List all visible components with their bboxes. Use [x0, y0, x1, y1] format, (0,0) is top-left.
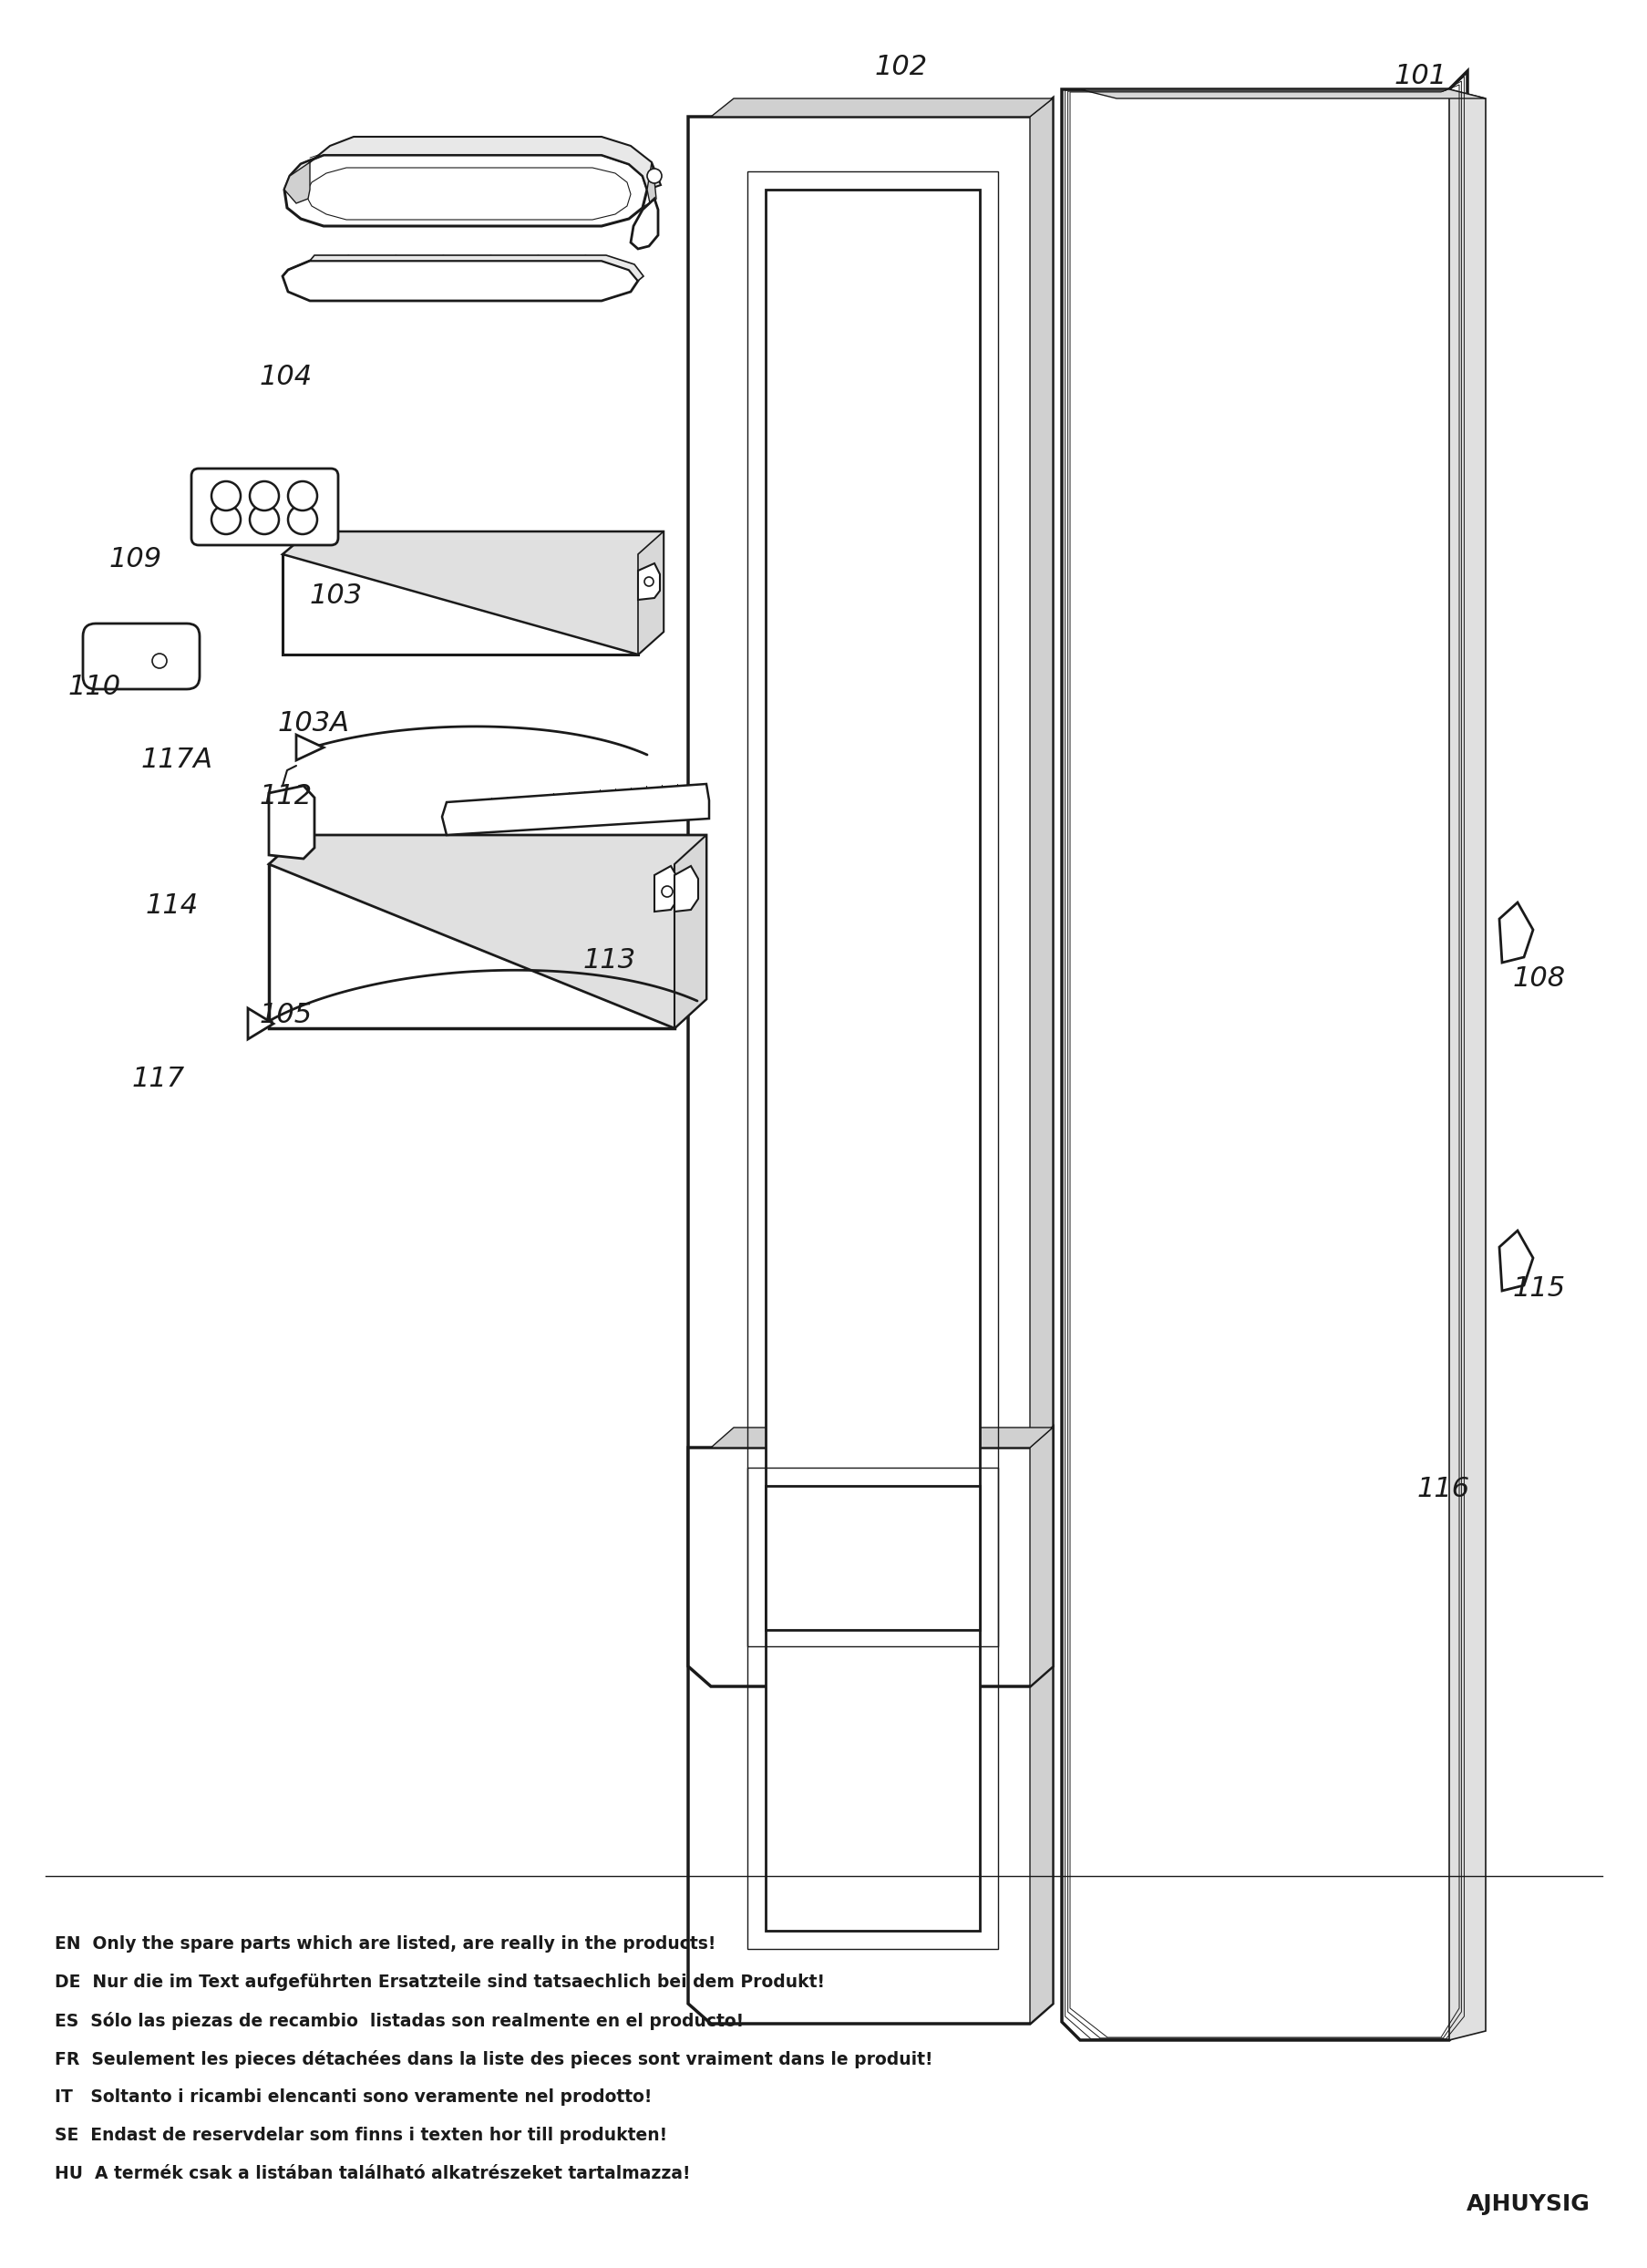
Polygon shape [441, 785, 708, 835]
Text: SE  Endast de reservdelar som finns i texten hor till produkten!: SE Endast de reservdelar som finns i tex… [54, 2127, 667, 2143]
Polygon shape [654, 866, 679, 912]
Circle shape [288, 506, 316, 535]
Circle shape [647, 168, 662, 184]
Text: 109: 109 [109, 547, 163, 572]
Polygon shape [674, 835, 707, 1027]
Text: 110: 110 [68, 674, 122, 701]
Polygon shape [637, 531, 664, 655]
Polygon shape [688, 98, 1052, 2023]
Polygon shape [1079, 88, 1486, 98]
Polygon shape [268, 835, 707, 1027]
Polygon shape [674, 866, 698, 912]
Text: 104: 104 [260, 363, 313, 390]
Circle shape [250, 481, 278, 510]
Polygon shape [1061, 70, 1466, 2041]
Text: EN  Only the spare parts which are listed, are really in the products!: EN Only the spare parts which are listed… [54, 1935, 715, 1953]
Circle shape [211, 506, 240, 535]
Text: HU  A termék csak a listában található alkatrészeket tartalmazza!: HU A termék csak a listában található al… [54, 2166, 690, 2182]
Text: 117A: 117A [142, 746, 212, 773]
Text: 108: 108 [1512, 966, 1565, 991]
Polygon shape [766, 1486, 980, 1631]
Polygon shape [268, 785, 315, 860]
Text: FR  Seulement les pieces détachées dans la liste des pieces sont vraiment dans l: FR Seulement les pieces détachées dans l… [54, 2050, 932, 2068]
Circle shape [662, 887, 672, 896]
Text: 115: 115 [1512, 1275, 1565, 1302]
Polygon shape [282, 261, 637, 302]
Polygon shape [296, 735, 323, 760]
Text: 112: 112 [260, 782, 313, 810]
Polygon shape [282, 531, 664, 655]
Polygon shape [1448, 88, 1486, 2041]
Text: 114: 114 [145, 891, 199, 919]
Circle shape [644, 576, 654, 585]
Text: 116: 116 [1416, 1476, 1469, 1501]
Circle shape [152, 653, 166, 669]
Polygon shape [766, 191, 980, 1930]
Polygon shape [631, 200, 657, 249]
Circle shape [211, 481, 240, 510]
Text: 103: 103 [310, 583, 362, 608]
Polygon shape [247, 1009, 273, 1039]
Circle shape [250, 506, 278, 535]
Text: 101: 101 [1393, 64, 1446, 88]
Text: IT   Soltanto i ricambi elencanti sono veramente nel prodotto!: IT Soltanto i ricambi elencanti sono ver… [54, 2089, 652, 2105]
Text: 113: 113 [583, 948, 636, 973]
Polygon shape [1029, 98, 1052, 2023]
Text: 102: 102 [875, 54, 927, 79]
Circle shape [288, 481, 316, 510]
Text: 105: 105 [260, 1002, 313, 1027]
Polygon shape [688, 1427, 1052, 1687]
Polygon shape [1499, 903, 1532, 962]
Polygon shape [285, 163, 310, 204]
Polygon shape [710, 98, 1052, 116]
Polygon shape [1499, 1232, 1532, 1290]
Polygon shape [710, 1427, 1052, 1447]
Polygon shape [282, 553, 637, 655]
Polygon shape [285, 154, 647, 227]
Text: AJHUYSIG: AJHUYSIG [1466, 2193, 1589, 2216]
Text: DE  Nur die im Text aufgeführten Ersatzteile sind tatsaechlich bei dem Produkt!: DE Nur die im Text aufgeführten Ersatzte… [54, 1973, 825, 1991]
Text: 117: 117 [132, 1066, 184, 1093]
Polygon shape [637, 562, 659, 599]
Polygon shape [647, 163, 656, 209]
Text: ES  Sólo las piezas de recambio  listadas son realmente en el producto!: ES Sólo las piezas de recambio listadas … [54, 2012, 743, 2030]
Polygon shape [285, 136, 660, 191]
Text: 103A: 103A [278, 710, 349, 737]
Polygon shape [1029, 1427, 1052, 1687]
FancyBboxPatch shape [82, 624, 199, 689]
Polygon shape [282, 256, 642, 281]
FancyBboxPatch shape [191, 469, 338, 544]
Polygon shape [268, 864, 674, 1027]
